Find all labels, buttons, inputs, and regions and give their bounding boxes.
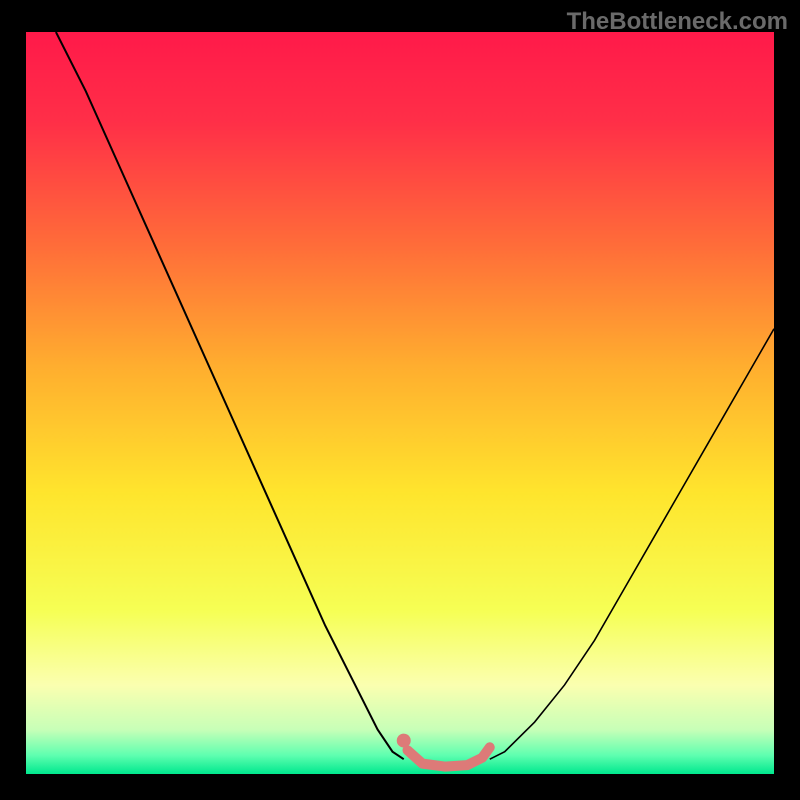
bottleneck-curve-left (56, 32, 404, 759)
plot-area (26, 32, 774, 774)
watermark-text: TheBottleneck.com (567, 8, 788, 36)
chart-container: TheBottleneck.com (0, 0, 800, 800)
trough-marker-dot (397, 734, 411, 748)
trough-marker-line (407, 747, 489, 766)
bottleneck-curve-right (490, 329, 774, 759)
curve-layer (26, 32, 774, 774)
